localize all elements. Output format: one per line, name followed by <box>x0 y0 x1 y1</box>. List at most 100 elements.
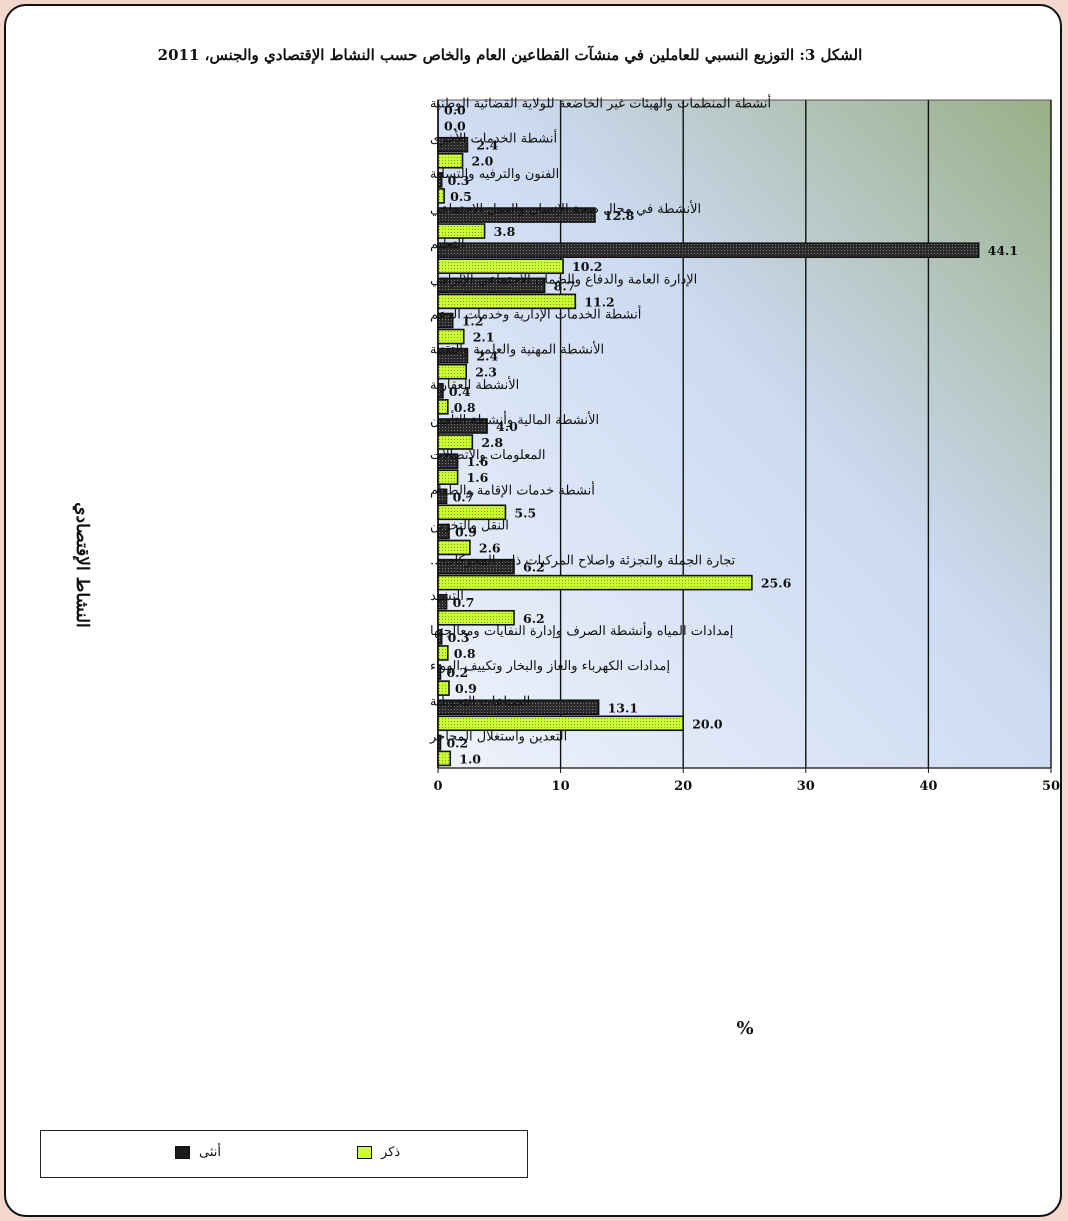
bar-male <box>437 223 486 239</box>
legend-label-female: أنثى <box>199 1145 221 1160</box>
bar-female <box>437 172 443 188</box>
bar-male <box>437 504 507 521</box>
category-label: أنشطة خدمات الإقامة والطعام <box>430 481 595 498</box>
bar-male <box>437 645 449 661</box>
value-label-male: 6.2 <box>523 611 545 626</box>
bar-male <box>437 363 467 380</box>
value-label-male: 0.9 <box>455 681 477 696</box>
value-label-male: 2.3 <box>475 365 497 380</box>
category-label: التعدين واستغلال المحاجر <box>429 729 567 744</box>
category-label: إمدادات المياه وأنشطة الصرف وإدارة النفا… <box>430 622 733 639</box>
bar-female <box>437 242 980 259</box>
value-label-male: 2.6 <box>479 540 501 555</box>
category-label: تجارة الجملة والتجزئة واصلاح المركبات ذا… <box>430 554 736 569</box>
bar-female <box>437 207 596 223</box>
legend-item-female: أنثى <box>175 1145 295 1163</box>
value-label-female: 2.4 <box>476 349 498 364</box>
category-label: إمدادات الكهرباء والغاز والبخار وتكييف ا… <box>430 659 670 674</box>
bar-male <box>437 328 465 345</box>
bar-male <box>437 574 753 591</box>
category-label: الصناعات التحويلية <box>430 694 530 709</box>
bar-female <box>437 734 442 751</box>
legend-swatch-female <box>175 1146 190 1159</box>
category-label: أنشطة الخدمات الأخرى <box>430 130 557 147</box>
bar-male <box>437 152 464 169</box>
value-label-female: 0.3 <box>448 173 470 188</box>
category-label: الأنشطة المهنية والعلمية والتقنية <box>430 341 604 358</box>
value-label-female: 0.2 <box>446 665 468 680</box>
value-label-male: 3.8 <box>494 224 516 239</box>
legend: ذكر أنثى <box>40 1130 528 1178</box>
value-label-male: 20.0 <box>692 716 723 731</box>
value-label-male: 0.5 <box>450 189 472 204</box>
bar-male <box>437 258 564 275</box>
value-label-male: 2.0 <box>472 154 494 169</box>
category-label: أنشطة المنظمات والهيئات غير الخاضعة للول… <box>430 95 771 112</box>
bar-male <box>437 750 452 767</box>
x-axis-label: % <box>736 1018 754 1039</box>
value-label-male: 2.8 <box>481 435 503 450</box>
bar-female <box>437 593 448 610</box>
bar-female <box>437 312 454 329</box>
bar-female <box>437 488 448 505</box>
value-label-female: 0.7 <box>453 595 475 610</box>
category-label: التشيد <box>430 589 464 604</box>
bar-female <box>437 418 488 434</box>
value-label-male: 2.1 <box>473 330 495 345</box>
bar-male <box>437 609 515 626</box>
chart-title: الشكل 3: التوزيع النسبي للعاملين في منشآ… <box>157 46 863 64</box>
category-label: الأنشطة في مجال صحة الإنسان والعمل الاجت… <box>430 200 701 217</box>
value-label-female: 44.1 <box>988 243 1018 258</box>
bar-male <box>437 188 445 204</box>
value-label-male: 11.2 <box>584 294 614 309</box>
legend-item-male: ذكر <box>357 1145 477 1163</box>
value-label-female: 1.2 <box>462 314 484 329</box>
value-label-female: 2.4 <box>476 138 498 153</box>
category-label: أنشطة الخدمات الإدارية وخدمات الدعم <box>430 306 641 323</box>
category-label: الإدارة العامة والدفاع والضمان الاجتماعي… <box>430 272 697 287</box>
value-label-male: 1.6 <box>467 470 489 485</box>
category-label: الفنون والترفيه والتسلية <box>430 167 559 182</box>
value-label-female: 0.9 <box>455 524 477 539</box>
value-label-female: 8.7 <box>554 278 576 293</box>
x-tick-label: 50 <box>1042 779 1060 794</box>
value-label-male: 5.5 <box>514 505 536 520</box>
value-label-male: 10.2 <box>572 259 602 274</box>
bar-female <box>437 383 444 399</box>
bar-female <box>437 664 442 680</box>
bar-male <box>437 399 449 415</box>
x-tick-label: 0 <box>433 779 442 794</box>
bar-male <box>437 539 471 556</box>
value-label-male: 1.0 <box>459 751 481 766</box>
bar-female <box>437 699 600 716</box>
value-label-female: 6.2 <box>523 560 545 575</box>
bar-female <box>437 629 443 645</box>
x-tick-label: 40 <box>919 779 937 794</box>
x-tick-label: 30 <box>797 779 815 794</box>
bar-female <box>437 523 450 540</box>
value-label-male: 0.8 <box>454 646 476 661</box>
category-label: الأنشطة المالية وأنشطة التأمين <box>430 410 599 428</box>
bar-male <box>437 680 450 696</box>
category-label: الأنشطة العقارية <box>430 376 519 393</box>
bar-female <box>437 277 546 294</box>
value-label-female: 4.0 <box>496 419 518 434</box>
bar-male <box>437 469 459 485</box>
value-label-female: 0.7 <box>453 489 475 504</box>
category-label: النقل والتخزين <box>430 518 509 533</box>
value-label-female: 0.4 <box>449 384 471 399</box>
category-label: المعلومات والاتصالات <box>430 448 545 463</box>
bar-male <box>437 434 474 450</box>
value-label-female: 0.0 <box>444 103 466 118</box>
category-label: التعليم <box>430 237 465 252</box>
legend-label-male: ذكر <box>381 1145 401 1160</box>
value-label-male: 0.8 <box>454 400 476 415</box>
bar-female <box>437 347 469 364</box>
bar-female <box>437 558 515 575</box>
value-label-female: 0.2 <box>446 735 468 750</box>
legend-swatch-male <box>357 1146 372 1159</box>
value-label-male: 25.6 <box>761 576 792 591</box>
value-label-female: 12.8 <box>604 208 635 223</box>
bar-male <box>437 293 577 310</box>
